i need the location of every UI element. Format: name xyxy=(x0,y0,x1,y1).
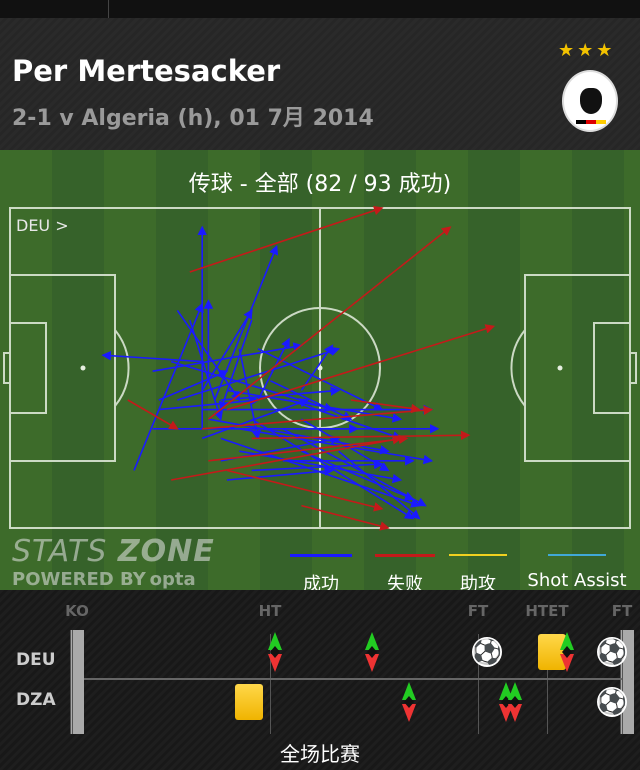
timeline-marker: KO xyxy=(65,602,89,620)
goal-icon[interactable]: ⚽ xyxy=(472,637,503,667)
arrow-icon xyxy=(548,554,606,566)
player-name: Per Mertesacker xyxy=(12,54,281,88)
pass-successful xyxy=(158,369,229,401)
pass-successful xyxy=(201,309,253,391)
timeline-gridline xyxy=(478,634,479,734)
pass-successful xyxy=(101,350,203,363)
pass-successful xyxy=(152,342,303,372)
pass-successful xyxy=(177,346,341,401)
pass-successful xyxy=(257,348,384,411)
pass-successful xyxy=(226,466,334,481)
goal-icon[interactable]: ⚽ xyxy=(597,637,627,667)
divider xyxy=(108,0,109,18)
substitution-icon[interactable] xyxy=(267,632,282,672)
substitution-icon[interactable] xyxy=(364,632,379,672)
pass-successful xyxy=(288,399,403,441)
match-info: 2-1 v Algeria (h), 01 7月 2014 xyxy=(12,106,374,131)
pass-successful xyxy=(218,319,253,412)
timeline-start-handle[interactable] xyxy=(70,630,84,734)
substitution-icon[interactable] xyxy=(507,682,522,722)
yellow-card-icon[interactable] xyxy=(538,634,566,670)
period-selector[interactable]: 全场比赛 xyxy=(280,742,360,766)
team-deu: DEU xyxy=(16,650,56,670)
timeline-marker: FT xyxy=(611,602,633,620)
pass-successful xyxy=(239,428,434,465)
pass-failed xyxy=(171,435,403,481)
pass-failed xyxy=(301,504,390,531)
goal-icon[interactable]: ⚽ xyxy=(597,687,627,717)
timeline-marker: FT xyxy=(467,602,489,620)
timeline-gridline xyxy=(547,634,548,734)
pass-successful xyxy=(251,459,384,472)
pitch-lines xyxy=(3,207,637,529)
pass-successful xyxy=(301,450,415,501)
timeline-marker: HTET xyxy=(525,602,569,620)
team-crest-icon xyxy=(562,70,618,132)
pitch-panel: 传球 - 全部 (82 / 93 成功) DEU > STATS ZONE PO… xyxy=(0,150,640,595)
legend-fail[interactable]: 失败 xyxy=(372,554,438,596)
timeline-gridline xyxy=(270,634,271,734)
substitution-icon[interactable] xyxy=(498,682,513,722)
pass-successful xyxy=(133,302,204,471)
legend-shot-assist[interactable]: Shot Assist xyxy=(522,554,632,591)
stars-icon: ★★★ xyxy=(558,40,616,61)
timeline-marker: HT xyxy=(258,602,282,620)
pass-successful xyxy=(158,395,260,411)
substitution-icon[interactable] xyxy=(401,682,416,722)
pass-successful xyxy=(282,428,427,507)
pass-failed xyxy=(208,434,409,462)
arrow-icon xyxy=(290,554,352,566)
pass-failed xyxy=(226,324,496,411)
substitution-icon[interactable] xyxy=(560,632,574,672)
legend-assist[interactable]: 助攻 xyxy=(447,554,509,596)
pass-failed xyxy=(127,399,179,430)
pass-failed xyxy=(350,399,421,414)
pass-successful xyxy=(238,348,262,440)
pass-successful xyxy=(239,450,403,484)
arrow-icon xyxy=(375,554,435,566)
pitch-map xyxy=(3,205,637,531)
timeline-axis xyxy=(84,678,622,680)
team-dza: DZA xyxy=(16,690,56,710)
pass-successful xyxy=(201,398,310,440)
pass-successful xyxy=(220,386,341,401)
pass-failed xyxy=(251,430,471,441)
status-bar xyxy=(0,0,640,18)
player-header: Per Mertesacker 2-1 v Algeria (h), 01 7月… xyxy=(0,18,640,150)
match-timeline: KO HT FT HTET FT DEU DZA ⚽ ⚽ ⚽ 全场比赛 xyxy=(0,590,640,770)
pass-failed xyxy=(189,205,384,273)
pass-successful xyxy=(270,380,353,421)
pass-successful xyxy=(338,450,421,520)
arrow-icon xyxy=(449,554,507,566)
chart-title: 传球 - 全部 (82 / 93 成功) xyxy=(188,172,452,197)
attack-direction: DEU > xyxy=(16,216,69,235)
pass-failed xyxy=(226,469,384,512)
pass-successful xyxy=(257,337,290,401)
pass-failed xyxy=(202,405,434,430)
pass-failed xyxy=(207,226,452,420)
yellow-card-icon[interactable] xyxy=(234,684,263,720)
legend-success[interactable]: 成功 xyxy=(288,554,354,596)
stats-zone-logo: STATS ZONE POWERED BY opta xyxy=(12,534,215,590)
